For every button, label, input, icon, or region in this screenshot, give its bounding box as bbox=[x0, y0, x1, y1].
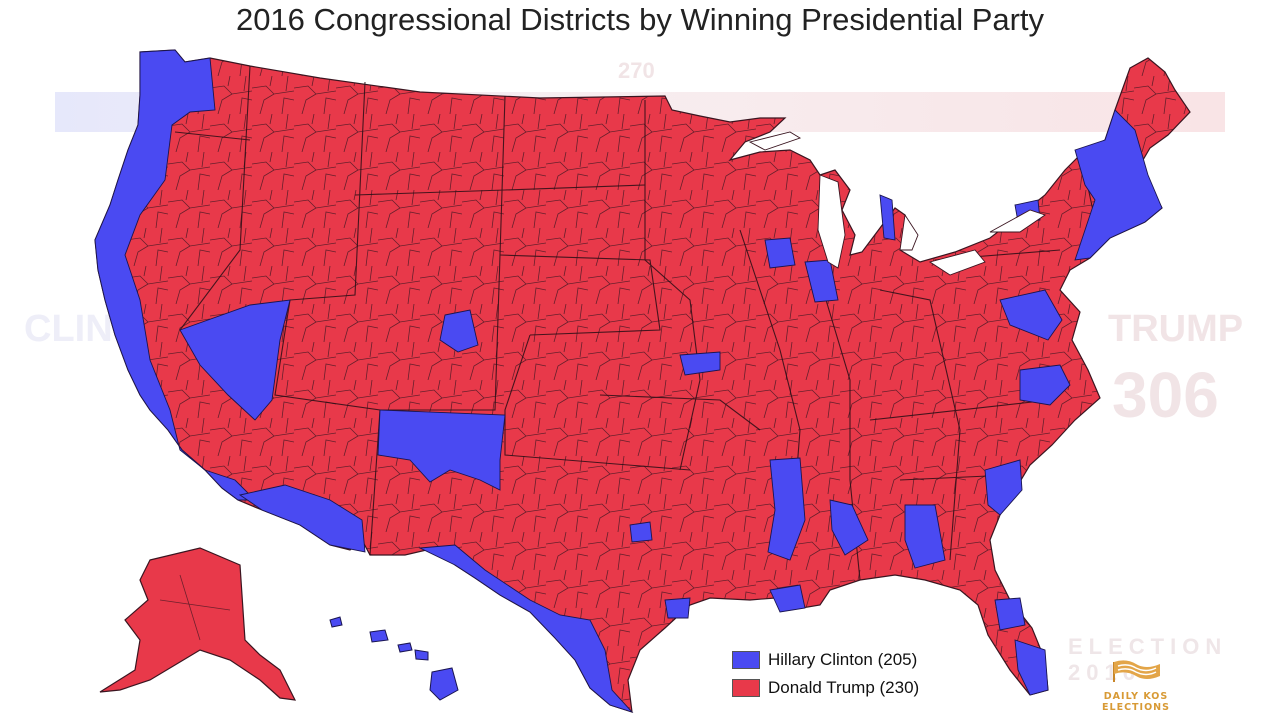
background-total-label: 270 bbox=[618, 58, 655, 83]
new-orleans-district bbox=[769, 584, 806, 613]
state-boundaries bbox=[174, 65, 1096, 581]
legend-swatch-clinton bbox=[732, 651, 760, 669]
legend-label-trump: Donald Trump (230) bbox=[768, 678, 920, 697]
alaska-borough-lines bbox=[159, 574, 231, 641]
flag-icon bbox=[1113, 660, 1160, 682]
kansas-city-district bbox=[679, 351, 721, 376]
nevada-district bbox=[179, 299, 291, 421]
florida-orlando-district bbox=[994, 597, 1026, 631]
denver-district bbox=[439, 309, 479, 353]
hawaii bbox=[329, 616, 459, 701]
background-trump-name: TRUMP bbox=[1108, 308, 1244, 350]
logo-line-1: DAILY KOS bbox=[1103, 691, 1169, 702]
logo-line-2: ELECTIONS bbox=[1102, 702, 1170, 713]
daily-kos-elections-logo: DAILY KOS ELECTIONS bbox=[1094, 656, 1178, 714]
georgia-district bbox=[904, 504, 946, 569]
legend: Hillary Clinton (205) Donald Trump (230) bbox=[732, 646, 919, 702]
florida-miami-district bbox=[1014, 639, 1049, 696]
background-trump-votes: 306 bbox=[1112, 359, 1219, 431]
contiguous-us bbox=[94, 49, 1191, 713]
southern-arizona-district bbox=[238, 484, 366, 553]
dc-maryland-district bbox=[999, 289, 1063, 341]
legend-label-clinton: Hillary Clinton (205) bbox=[768, 650, 918, 669]
carolina-district bbox=[984, 459, 1023, 516]
map-title: 2016 Congressional Districts by Winning … bbox=[235, 2, 1045, 37]
northeast-dem-corridor bbox=[1074, 109, 1163, 261]
alaska bbox=[99, 547, 297, 701]
south-texas-district bbox=[418, 544, 634, 713]
legend-item-trump: Donald Trump (230) bbox=[732, 674, 919, 702]
minneapolis-district bbox=[764, 237, 796, 269]
houston-district bbox=[664, 597, 691, 619]
legend-swatch-trump bbox=[732, 679, 760, 697]
democratic-districts bbox=[94, 49, 1163, 713]
dallas-district bbox=[629, 521, 653, 543]
virginia-district bbox=[1019, 364, 1071, 406]
mississippi-delta-district bbox=[767, 457, 806, 561]
chicago-district bbox=[804, 259, 839, 303]
great-lakes bbox=[748, 131, 1047, 276]
detroit-district bbox=[879, 194, 896, 241]
new-mexico-district bbox=[377, 409, 506, 491]
west-coast-dem-strip bbox=[94, 49, 257, 501]
alabama-black-belt-district bbox=[829, 499, 869, 556]
legend-item-clinton: Hillary Clinton (205) bbox=[732, 646, 919, 674]
